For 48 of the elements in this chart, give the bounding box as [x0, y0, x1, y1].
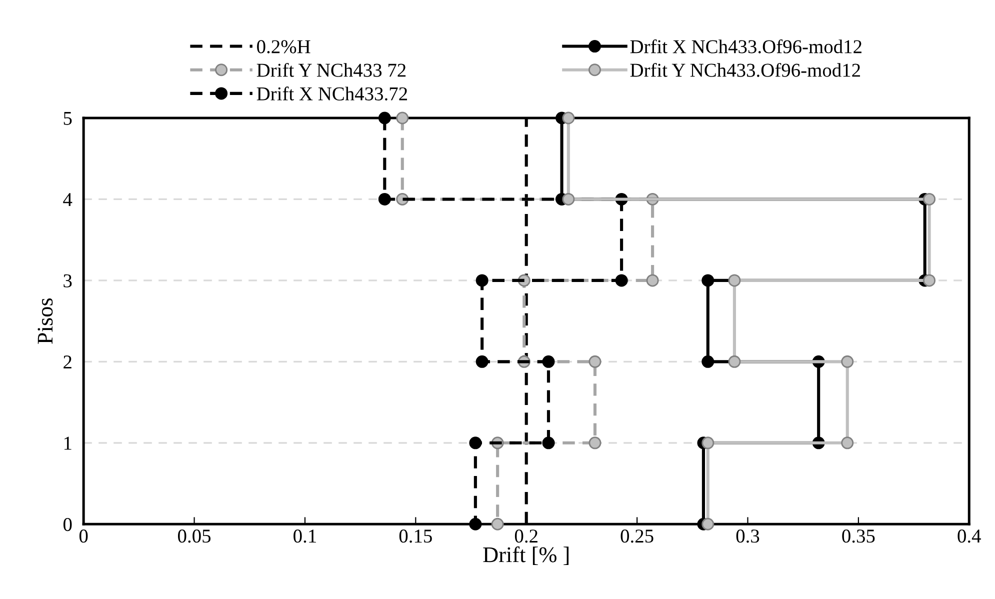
point: [841, 436, 854, 450]
point: [542, 436, 555, 450]
x-tick-label: 0: [79, 530, 88, 543]
point: [646, 274, 659, 287]
point: [491, 518, 504, 530]
point: [469, 436, 482, 450]
point: [588, 436, 602, 450]
x-tick-label: 0.2: [514, 530, 538, 543]
x-tick-label: 0.1: [294, 530, 316, 543]
x-axis-title: Drift [% ]: [483, 546, 569, 566]
x-tick-label: 0.3: [736, 530, 760, 543]
point: [615, 274, 628, 287]
point: [542, 355, 555, 368]
x-tick-label: 0.15: [399, 530, 432, 543]
legend-label: Drift X NCh433.72: [256, 86, 408, 101]
point: [562, 192, 575, 206]
y-tick-label: 0: [63, 518, 72, 532]
point: [396, 112, 409, 124]
x-tick-label: 0.05: [178, 530, 211, 543]
point: [728, 355, 741, 368]
legend-label: Drfit X NCh433.Of96-mod12: [630, 39, 862, 54]
point: [378, 192, 391, 206]
point: [923, 274, 936, 287]
point: [702, 274, 714, 287]
point: [378, 112, 391, 124]
x-tick-label: 0.25: [620, 530, 654, 543]
y-tick-label: 5: [64, 112, 72, 125]
y-axis-title: Pisos: [38, 298, 53, 344]
point: [923, 192, 936, 206]
point: [728, 274, 741, 287]
point: [562, 112, 575, 124]
point: [702, 436, 714, 450]
legend-label: Drift Y NCh433 72: [256, 62, 406, 77]
legend-label: Drfit Y NCh433.Of96-mod12: [630, 62, 860, 77]
y-tick-label: 1: [64, 436, 72, 450]
x-tick-label: 0.4: [958, 530, 981, 543]
point: [702, 518, 714, 530]
x-tick-label: 0.35: [842, 530, 875, 543]
y-tick-label: 2: [64, 356, 72, 368]
point: [469, 518, 482, 530]
point: [702, 355, 714, 368]
y-tick-label: 4: [63, 193, 72, 206]
point: [476, 274, 488, 287]
point: [841, 355, 854, 368]
legend-label: 0.2%H: [257, 40, 310, 54]
point: [588, 355, 602, 368]
y-tick-label: 3: [64, 274, 72, 288]
point: [476, 355, 488, 368]
